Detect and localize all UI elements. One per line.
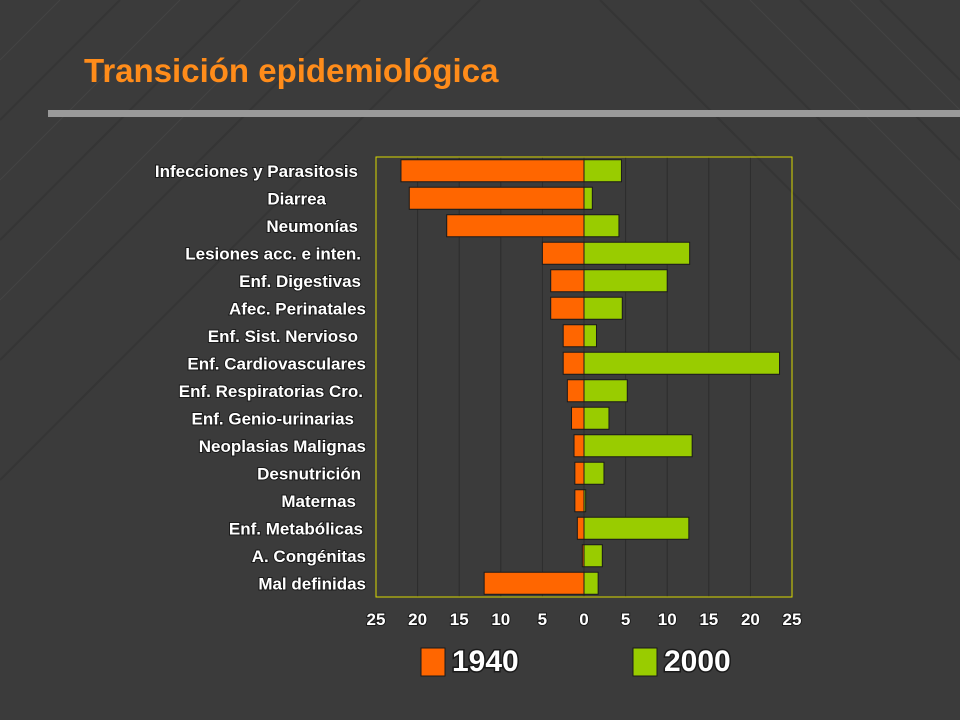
- category-label: Infecciones y Parasitosis: [155, 162, 358, 181]
- category-label: Enf. Respiratorias Cro.: [179, 382, 363, 401]
- category-label: Mal definidas: [258, 574, 366, 593]
- bar-2000-1: [583, 186, 593, 210]
- x-tick-label: 20: [408, 610, 427, 629]
- x-tick-label: 5: [621, 610, 630, 629]
- bar-2000-11: [583, 461, 605, 485]
- bar-1940-5: [550, 296, 585, 320]
- category-label: Lesiones acc. e inten.: [185, 244, 361, 263]
- bar-2000-2: [583, 214, 620, 238]
- bars: [400, 159, 781, 595]
- x-tick-label: 0: [579, 610, 588, 629]
- category-label: Neoplasias Malignas: [199, 437, 366, 456]
- category-label: Enf. Metabólicas: [229, 519, 363, 538]
- bar-2000-8: [583, 379, 628, 403]
- x-tick-label: 25: [783, 610, 802, 629]
- x-tick-label: 15: [450, 610, 469, 629]
- plot-frame: [375, 156, 793, 598]
- category-label: Enf. Digestivas: [239, 272, 361, 291]
- bar-1940-0: [400, 159, 585, 183]
- category-label: Enf. Sist. Nervioso: [208, 327, 358, 346]
- bar-1940-11: [574, 461, 585, 485]
- bar-2000-0: [583, 159, 622, 183]
- bar-2000-12: [583, 489, 587, 513]
- bar-2000-13: [583, 516, 690, 540]
- grid-lines: [375, 156, 793, 598]
- bar-1940-9: [571, 406, 585, 430]
- category-label: A. Congénitas: [252, 547, 366, 566]
- category-label: Neumonías: [266, 217, 358, 236]
- category-label: Enf. Cardiovasculares: [187, 354, 366, 373]
- bar-1940-3: [541, 241, 585, 265]
- bar-1940-10: [573, 434, 585, 458]
- bar-1940-7: [562, 351, 585, 375]
- bar-2000-7: [583, 351, 781, 375]
- legend-label-2000: 2000: [664, 645, 731, 678]
- page-title: Transición epidemiológica: [84, 52, 499, 89]
- bar-1940-13: [576, 516, 585, 540]
- bar-1940-4: [550, 269, 585, 293]
- x-tick-label: 5: [538, 610, 547, 629]
- bar-2000-10: [583, 434, 693, 458]
- category-label: Afec. Perinatales: [229, 299, 366, 318]
- bar-2000-9: [583, 406, 610, 430]
- category-label: Maternas: [281, 492, 356, 511]
- x-axis-ticks: 25 20 15 10 5 0 5 10 15 20 25: [366, 609, 803, 630]
- category-label: Diarrea: [267, 189, 326, 208]
- bar-1940-15: [483, 571, 585, 595]
- bar-2000-6: [583, 324, 597, 348]
- bar-1940-2: [446, 214, 585, 238]
- legend-swatch-2000: [632, 647, 658, 677]
- bar-2000-4: [583, 269, 668, 293]
- category-label: Desnutrición: [257, 464, 361, 483]
- legend-label-1940: 1940: [452, 645, 519, 678]
- bar-1940-8: [566, 379, 585, 403]
- bar-1940-6: [562, 324, 585, 348]
- bar-2000-5: [583, 296, 623, 320]
- title-divider: [48, 110, 960, 117]
- x-tick-label: 10: [658, 610, 677, 629]
- category-labels: Infecciones y Parasitosis Diarrea Neumonía…: [154, 161, 367, 595]
- bar-2000-14: [583, 544, 603, 568]
- bar-1940-1: [408, 186, 585, 210]
- bar-2000-15: [583, 571, 599, 595]
- category-label: Enf. Genio-urinarias: [192, 409, 354, 428]
- x-tick-label: 15: [699, 610, 718, 629]
- bar-2000-3: [583, 241, 691, 265]
- x-tick-label: 20: [741, 610, 760, 629]
- legend: 1940 2000: [420, 644, 732, 680]
- x-tick-label: 25: [367, 610, 386, 629]
- legend-swatch-1940: [420, 647, 446, 677]
- x-tick-label: 10: [491, 610, 510, 629]
- bar-1940-12: [574, 489, 585, 513]
